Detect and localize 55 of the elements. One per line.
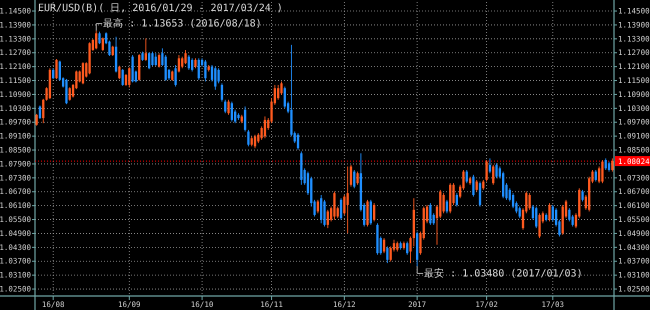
candlestick bbox=[174, 64, 177, 88]
candlestick bbox=[492, 164, 494, 186]
candlestick bbox=[442, 192, 445, 214]
candlestick bbox=[316, 199, 320, 214]
candlestick bbox=[482, 179, 484, 190]
candlestick bbox=[118, 65, 121, 80]
candlestick bbox=[277, 84, 280, 100]
candlestick bbox=[52, 68, 54, 80]
candlestick bbox=[224, 99, 226, 114]
candlestick bbox=[406, 241, 408, 256]
candlestick bbox=[68, 86, 71, 102]
chart-title: EUR/USD(B)( 日, 2016/01/29 - 2017/03/24 ) bbox=[38, 3, 283, 14]
candlestick bbox=[611, 158, 614, 172]
candlestick bbox=[370, 199, 372, 226]
candlestick bbox=[112, 45, 114, 56]
candlestick bbox=[191, 58, 194, 72]
candlestick bbox=[144, 38, 147, 62]
annotation: 最高 : 1.13653 (2016/08/18) bbox=[103, 18, 262, 30]
candlestick bbox=[528, 192, 531, 210]
candlestick bbox=[102, 36, 104, 52]
candlestick bbox=[472, 174, 475, 198]
candlestick bbox=[247, 129, 250, 147]
candlestick bbox=[386, 246, 389, 264]
candlestick bbox=[346, 166, 349, 234]
candlestick bbox=[204, 59, 207, 82]
candlestick bbox=[128, 66, 130, 88]
candlestick bbox=[35, 113, 38, 126]
candlestick bbox=[198, 58, 200, 80]
candlestick bbox=[535, 206, 538, 229]
candlestick bbox=[148, 52, 150, 70]
candlestick bbox=[320, 194, 322, 224]
candlestick bbox=[476, 179, 478, 192]
candlestick bbox=[122, 68, 124, 86]
candlestick bbox=[485, 160, 488, 182]
candlestick bbox=[372, 202, 376, 222]
annotation: 最安 : 1.03480 (2017/01/03) bbox=[424, 267, 583, 280]
candlestick bbox=[608, 161, 610, 172]
candlestick bbox=[171, 70, 174, 82]
candlestick bbox=[250, 136, 253, 147]
candlestick bbox=[230, 101, 234, 122]
candlestick bbox=[466, 170, 468, 184]
candlestick bbox=[326, 209, 329, 229]
candlestick bbox=[284, 86, 286, 109]
candlestick bbox=[456, 192, 458, 208]
candlestick bbox=[154, 52, 157, 66]
candlestick bbox=[353, 170, 356, 189]
candlestick bbox=[594, 170, 597, 182]
candlestick bbox=[244, 106, 246, 132]
candlestick bbox=[217, 68, 220, 84]
candlestick bbox=[214, 66, 216, 90]
candlestick bbox=[604, 158, 607, 170]
candlestick bbox=[188, 54, 190, 70]
candlestick bbox=[141, 51, 144, 62]
candlestick bbox=[429, 202, 432, 226]
candlestick bbox=[396, 241, 398, 252]
